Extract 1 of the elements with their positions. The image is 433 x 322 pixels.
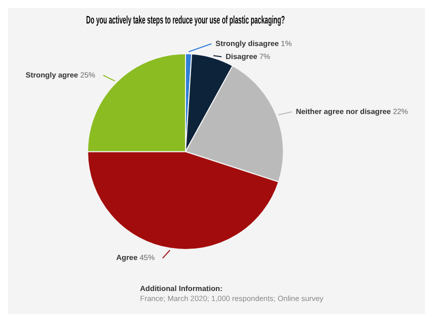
chart-title: Do you actively take steps to reduce your use of plastic packaging?: [86, 14, 285, 26]
